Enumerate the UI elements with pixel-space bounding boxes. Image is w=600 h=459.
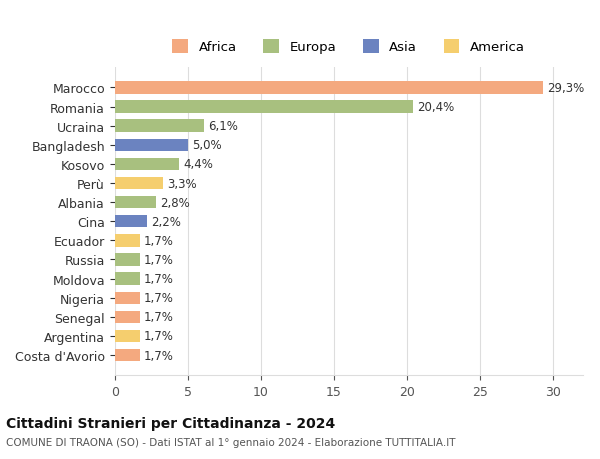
Text: 5,0%: 5,0%	[192, 139, 222, 152]
Text: 4,4%: 4,4%	[184, 158, 214, 171]
Bar	[115, 292, 140, 304]
Bar	[115, 101, 413, 113]
Text: 29,3%: 29,3%	[548, 82, 585, 95]
Bar	[115, 139, 188, 151]
Bar	[115, 330, 140, 342]
Bar	[115, 235, 140, 247]
Bar	[115, 120, 204, 133]
Text: Cittadini Stranieri per Cittadinanza - 2024: Cittadini Stranieri per Cittadinanza - 2…	[6, 416, 335, 430]
Bar	[115, 178, 163, 190]
Text: 1,7%: 1,7%	[144, 330, 174, 343]
Legend: Africa, Europa, Asia, America: Africa, Europa, Asia, America	[167, 35, 530, 60]
Text: COMUNE DI TRAONA (SO) - Dati ISTAT al 1° gennaio 2024 - Elaborazione TUTTITALIA.: COMUNE DI TRAONA (SO) - Dati ISTAT al 1°…	[6, 437, 455, 447]
Text: 3,3%: 3,3%	[167, 177, 197, 190]
Bar	[115, 254, 140, 266]
Text: 2,8%: 2,8%	[160, 196, 190, 209]
Text: 1,7%: 1,7%	[144, 291, 174, 305]
Text: 2,2%: 2,2%	[151, 215, 181, 228]
Bar	[115, 349, 140, 362]
Bar	[115, 311, 140, 323]
Text: 1,7%: 1,7%	[144, 349, 174, 362]
Bar	[115, 216, 147, 228]
Text: 1,7%: 1,7%	[144, 273, 174, 285]
Text: 20,4%: 20,4%	[418, 101, 455, 114]
Bar	[115, 82, 543, 95]
Bar	[115, 158, 179, 171]
Text: 6,1%: 6,1%	[208, 120, 238, 133]
Text: 1,7%: 1,7%	[144, 311, 174, 324]
Bar	[115, 273, 140, 285]
Text: 1,7%: 1,7%	[144, 235, 174, 247]
Text: 1,7%: 1,7%	[144, 253, 174, 266]
Bar	[115, 196, 155, 209]
